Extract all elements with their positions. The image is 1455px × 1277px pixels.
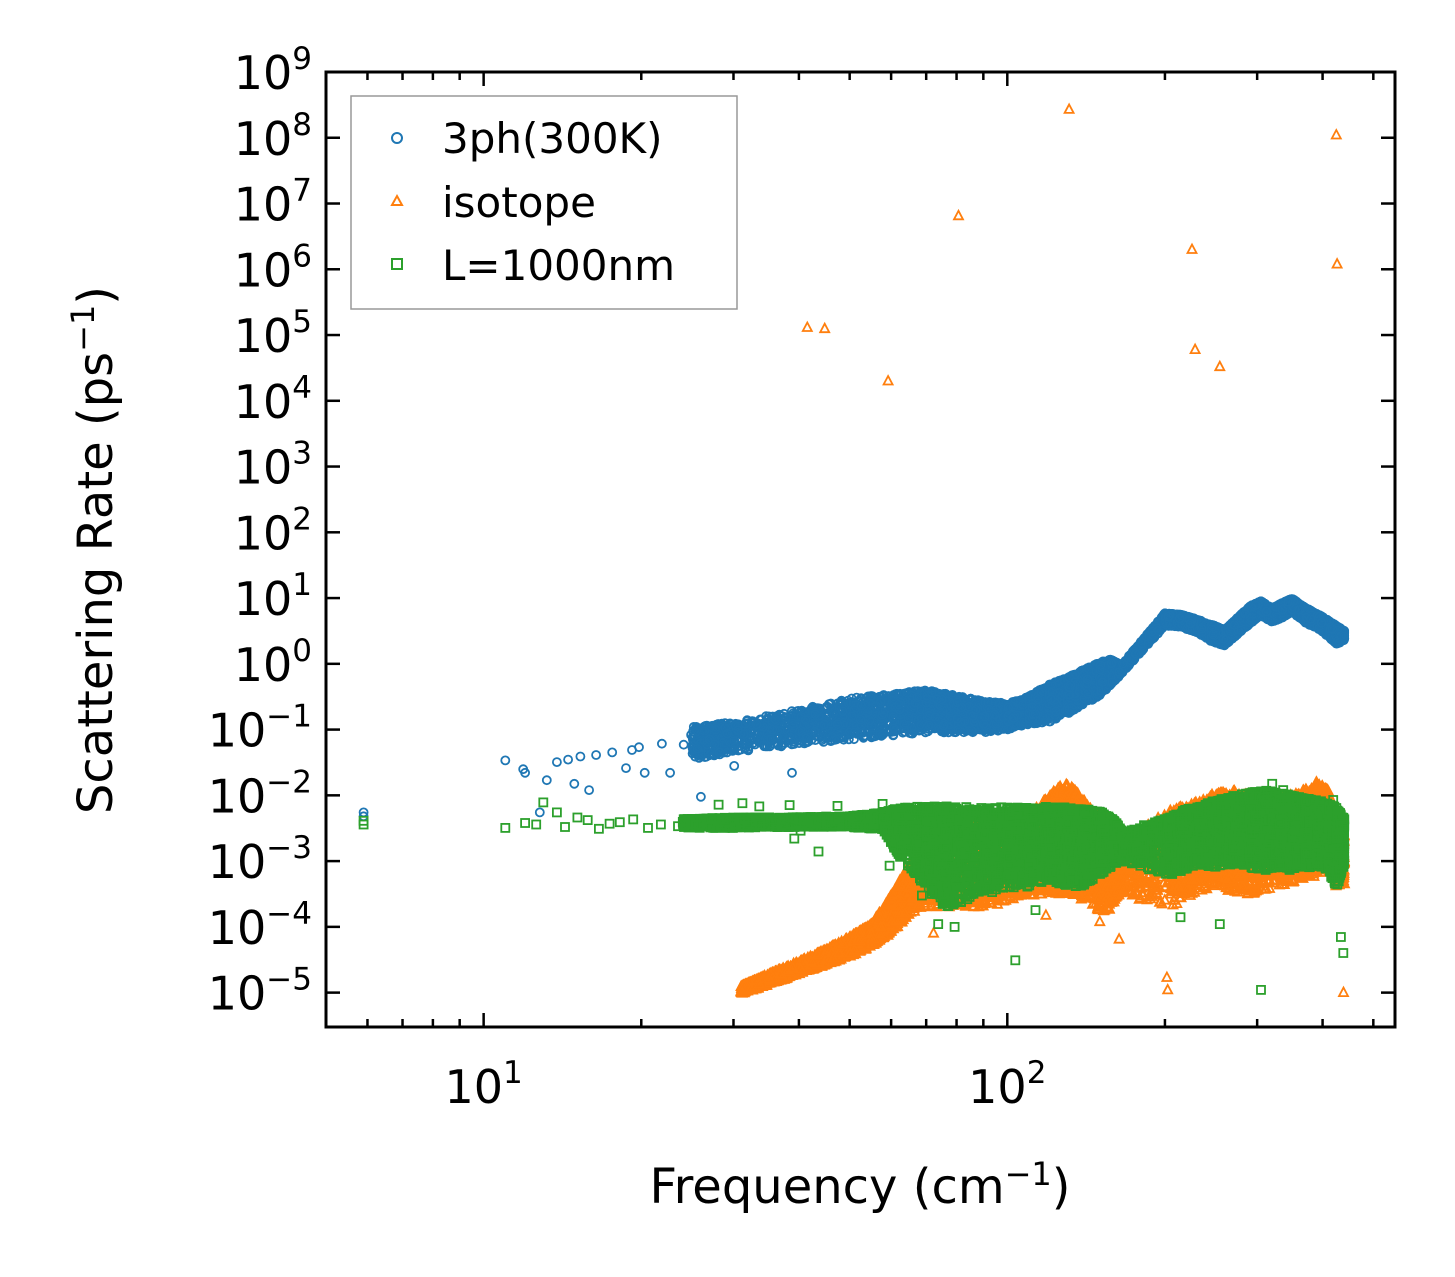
- data-point: [745, 734, 756, 745]
- data-point: [740, 718, 751, 729]
- data-point: [770, 714, 781, 725]
- data-point: [794, 738, 804, 748]
- data-point: [826, 719, 836, 729]
- data-point: [782, 718, 793, 729]
- data-point: [720, 723, 731, 733]
- data-point: [729, 745, 740, 755]
- data-point: [705, 749, 716, 760]
- data-point: [699, 726, 710, 736]
- data-point: [827, 732, 837, 742]
- data-point: [743, 745, 754, 756]
- data-point: [844, 734, 854, 745]
- data-point: [758, 740, 769, 750]
- data-point: [711, 722, 722, 732]
- series-0: [358, 594, 1350, 822]
- data-point: [772, 731, 783, 742]
- data-point: [816, 731, 826, 742]
- data-layer: [358, 102, 1351, 998]
- data-point: [760, 733, 771, 744]
